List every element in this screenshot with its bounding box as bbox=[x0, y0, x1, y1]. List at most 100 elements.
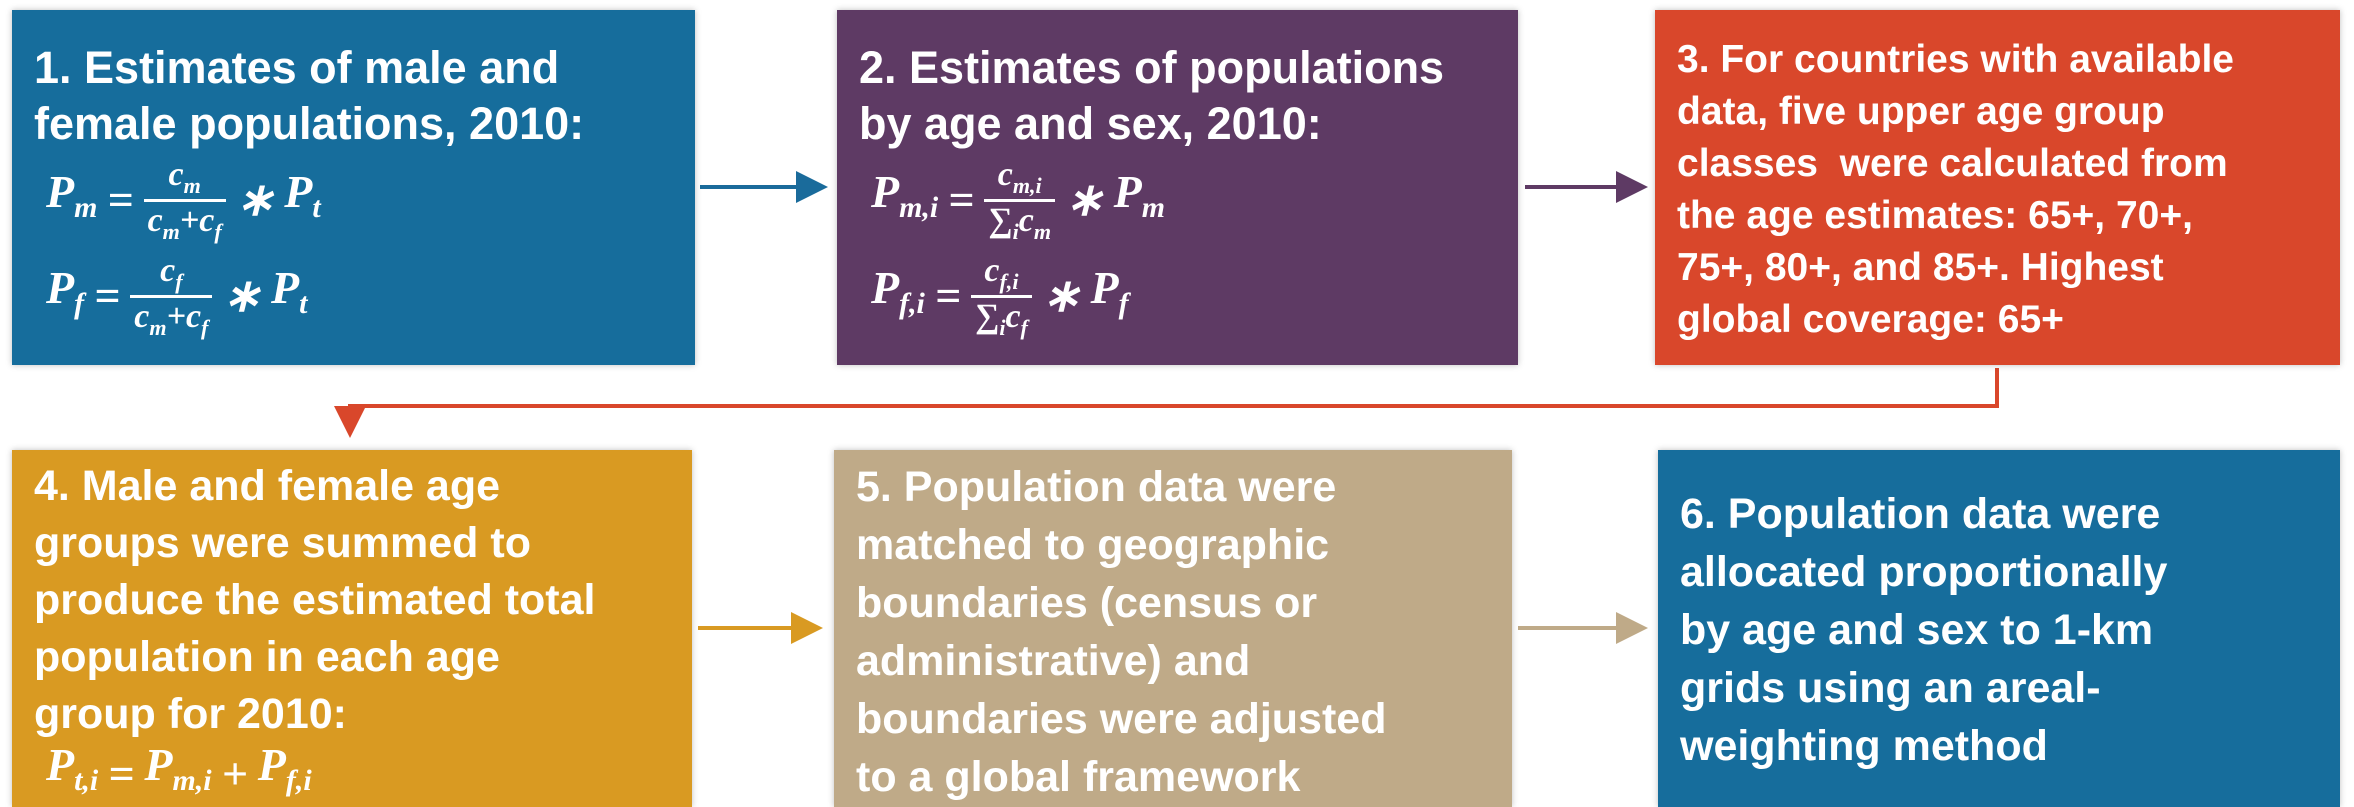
term: cm bbox=[134, 297, 166, 339]
term: cf,i bbox=[984, 252, 1018, 293]
step-text: group for 2010: bbox=[34, 690, 347, 738]
formula-lhs: Pm,i bbox=[871, 164, 938, 236]
fraction: cf cm+cf bbox=[130, 252, 213, 340]
formula: Pm = cm cm+cf ∗ Pt bbox=[46, 152, 673, 248]
term: cm bbox=[147, 201, 180, 243]
term: Pf,i bbox=[258, 736, 312, 807]
term-base: P bbox=[270, 261, 300, 313]
term-base: c bbox=[168, 156, 184, 194]
denominator: cm+cf bbox=[130, 294, 213, 340]
symbol: + bbox=[221, 747, 248, 799]
term-sub: t,i bbox=[74, 764, 99, 798]
term-base: P bbox=[46, 739, 75, 791]
numerator: cf bbox=[160, 252, 182, 294]
term: ∑i bbox=[975, 297, 1005, 339]
term-base: P bbox=[1090, 261, 1119, 313]
formula: Pf,i = cf,i ∑icf ∗ Pf bbox=[871, 248, 1496, 344]
formula-lhs: Pf bbox=[46, 260, 84, 332]
term-base: c bbox=[134, 297, 150, 335]
equals: = bbox=[948, 174, 975, 225]
term-sub: f bbox=[1020, 314, 1028, 340]
equals: = bbox=[108, 747, 135, 799]
symbol: ∗ bbox=[1065, 174, 1104, 225]
step-text: by age and sex, 2010: bbox=[859, 98, 1322, 149]
term-sub: m,i bbox=[1012, 173, 1042, 199]
term: Pt bbox=[271, 260, 307, 332]
formula-lhs: Pm bbox=[46, 164, 97, 236]
term-base: P bbox=[144, 739, 173, 791]
term: Pm bbox=[1114, 164, 1165, 236]
step-text: 4. Male and female age bbox=[34, 462, 501, 510]
term: Pt bbox=[284, 164, 320, 236]
term-base: c bbox=[185, 297, 202, 335]
term: cf bbox=[185, 297, 208, 339]
numerator: cm,i bbox=[998, 156, 1042, 198]
step-text: 2. Estimates of populations bbox=[859, 42, 1445, 93]
step-text: population in each age bbox=[34, 633, 500, 681]
arrow bbox=[334, 368, 1999, 438]
term: Pf,i bbox=[871, 262, 925, 320]
term: cf bbox=[160, 252, 182, 293]
step-text: 75+, 80+, and 85+. Highest bbox=[1677, 246, 2164, 289]
step-text: boundaries (census or bbox=[856, 579, 1318, 627]
formula-rhs: ∗ Pm bbox=[1065, 164, 1165, 236]
term-base: ∑ bbox=[988, 201, 1013, 239]
fraction: cm,i ∑icm bbox=[984, 156, 1056, 244]
symbol: + bbox=[179, 201, 200, 239]
step-text: by age and sex to 1-km bbox=[1680, 606, 2154, 654]
term-sub: m,i bbox=[172, 764, 212, 798]
term-base: c bbox=[1005, 297, 1021, 335]
step-text: 3. For countries with available bbox=[1677, 38, 2234, 81]
step-box: 6. Population data were allocated proport… bbox=[1658, 450, 2340, 807]
term-base: P bbox=[257, 739, 286, 791]
term-base: P bbox=[46, 165, 75, 217]
equals: = bbox=[934, 270, 962, 321]
term-base: P bbox=[46, 261, 75, 313]
formula: Pm,i = cm,i ∑icm ∗ Pm bbox=[871, 152, 1496, 248]
term: cf bbox=[1005, 297, 1027, 339]
step-text: produce the estimated total bbox=[34, 576, 596, 624]
step-box: 3. For countries with available data, fiv… bbox=[1655, 10, 2340, 365]
formula-rhs: ∗ Pt bbox=[222, 260, 307, 332]
step-box: 1. Estimates of male and female populatio… bbox=[12, 10, 695, 365]
step-text: weighting method bbox=[1680, 722, 2048, 770]
term-sub: f bbox=[175, 269, 183, 295]
term-base: c bbox=[997, 156, 1013, 194]
step-text: 1. Estimates of male and bbox=[34, 42, 560, 93]
formula-rhs: ∗ Pf bbox=[1042, 260, 1129, 332]
numerator: cf,i bbox=[984, 252, 1018, 294]
step-text: 6. Population data were bbox=[1680, 490, 2161, 538]
formula-rhs: ∗ Pt bbox=[236, 164, 321, 236]
step-text: the age estimates: 65+, 70+, bbox=[1677, 194, 2193, 237]
term-sub: m bbox=[162, 218, 180, 244]
equals: = bbox=[94, 270, 121, 321]
term-sub: f bbox=[1118, 287, 1129, 321]
term-sub: f,i bbox=[899, 287, 925, 321]
fraction: cm cm+cf bbox=[143, 156, 226, 243]
step-text: allocated proportionally bbox=[1680, 548, 2168, 596]
term-sub: m bbox=[1033, 218, 1052, 244]
term-base: c bbox=[984, 252, 1000, 290]
step-text: administrative) and bbox=[856, 637, 1251, 685]
term-base: c bbox=[199, 201, 215, 239]
step-text: classes were calculated from bbox=[1677, 142, 2228, 185]
symbol: ∗ bbox=[235, 174, 275, 225]
term: Pf bbox=[46, 261, 84, 320]
term-base: c bbox=[147, 201, 163, 239]
step-text: boundaries were adjusted bbox=[856, 695, 1387, 743]
term-base: P bbox=[1113, 165, 1142, 217]
term-base: P bbox=[871, 165, 900, 217]
step-text: female populations, 2010: bbox=[34, 98, 585, 149]
term-sub: m,i bbox=[899, 191, 939, 225]
term-base: c bbox=[1018, 201, 1034, 239]
term: cm bbox=[168, 156, 200, 197]
formula: Pt,i = Pm,i + Pf,i bbox=[46, 739, 670, 803]
step-box: 5. Population data were matched to geogra… bbox=[834, 450, 1512, 807]
term-sub: m bbox=[183, 173, 201, 199]
equals: = bbox=[107, 174, 134, 225]
fraction: cf,i ∑icf bbox=[971, 252, 1032, 339]
term: Pm,i bbox=[144, 736, 211, 807]
step-box: 2. Estimates of populations by age and se… bbox=[837, 10, 1518, 365]
term-base: ∑ bbox=[975, 297, 1000, 335]
